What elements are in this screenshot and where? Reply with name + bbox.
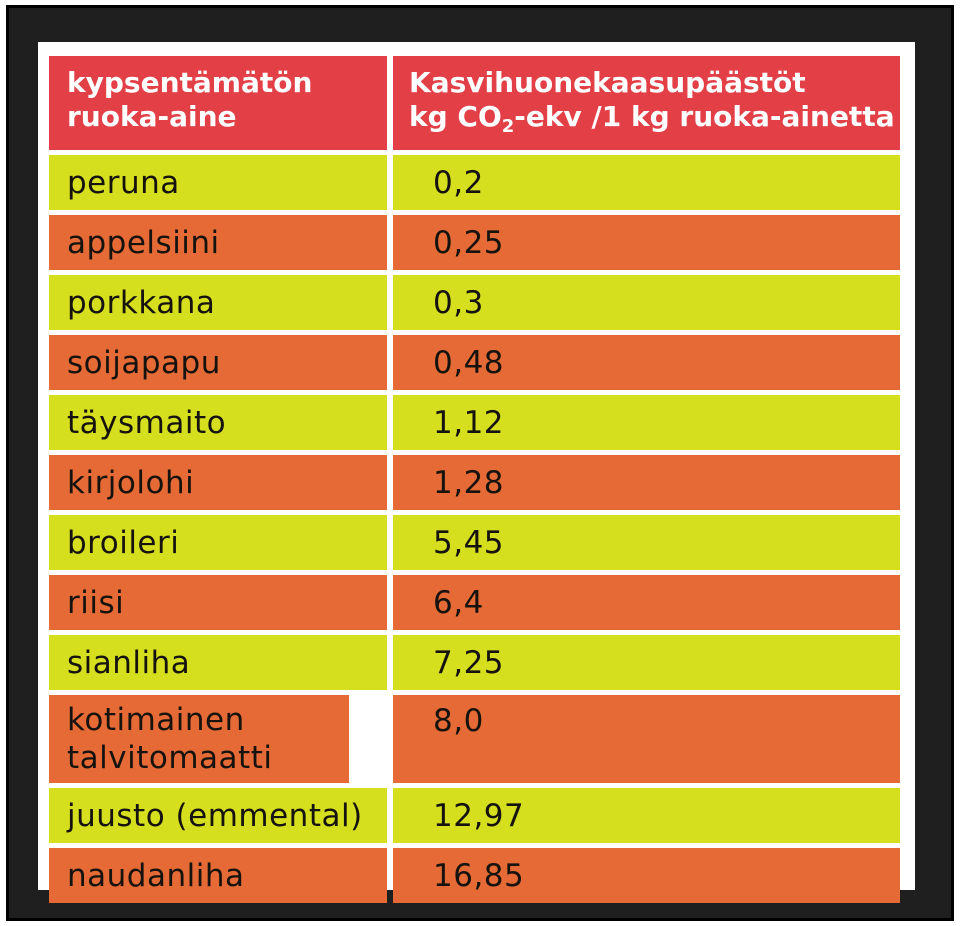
food-name: kirjolohi xyxy=(49,455,387,510)
food-name: juusto (emmental) xyxy=(49,788,387,843)
header-emissions: Kasvihuonekaasupäästöt kg CO2-ekv /1 kg … xyxy=(393,56,900,150)
food-name: kotimainen talvitomaatti xyxy=(49,695,349,783)
food-name: naudanliha xyxy=(49,848,387,903)
emissions-table: kypsentämätön ruoka-aine Kasvihuonekaasu… xyxy=(49,56,900,903)
food-name: täysmaito xyxy=(49,395,387,450)
food-name: peruna xyxy=(49,155,387,210)
emission-value: 0,2 xyxy=(393,155,900,210)
emission-value: 8,0 xyxy=(393,695,900,783)
food-name: sianliha xyxy=(49,635,387,690)
emission-value: 0,3 xyxy=(393,275,900,330)
emission-value: 12,97 xyxy=(393,788,900,843)
emission-value: 0,25 xyxy=(393,215,900,270)
header-food-item: kypsentämätön ruoka-aine xyxy=(49,56,387,150)
emission-value: 6,4 xyxy=(393,575,900,630)
emission-value: 1,12 xyxy=(393,395,900,450)
emission-value: 5,45 xyxy=(393,515,900,570)
food-name: porkkana xyxy=(49,275,387,330)
emission-value: 0,48 xyxy=(393,335,900,390)
emission-value: 16,85 xyxy=(393,848,900,903)
food-name: riisi xyxy=(49,575,387,630)
food-name: broileri xyxy=(49,515,387,570)
food-name: soijapapu xyxy=(49,335,387,390)
emission-value: 7,25 xyxy=(393,635,900,690)
food-name: appelsiini xyxy=(49,215,387,270)
emission-value: 1,28 xyxy=(393,455,900,510)
